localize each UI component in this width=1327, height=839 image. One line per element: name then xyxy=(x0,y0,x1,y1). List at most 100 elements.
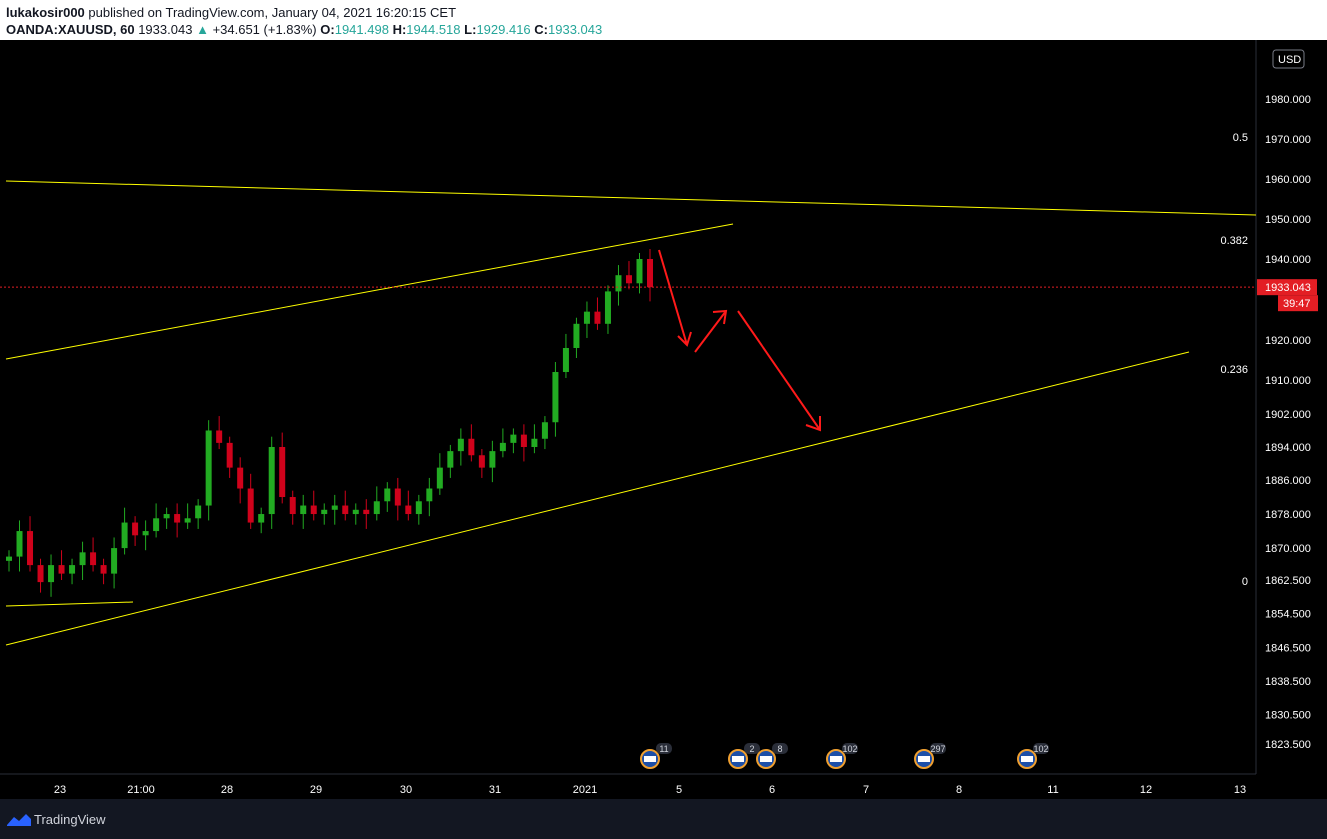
candle-body xyxy=(90,552,97,566)
x-tick-label: 30 xyxy=(400,784,412,796)
candle-body xyxy=(342,505,349,515)
candle-body xyxy=(258,514,265,523)
candle-body xyxy=(531,438,538,447)
y-tick-label: 1960.000 xyxy=(1265,174,1311,186)
x-tick-label: 29 xyxy=(310,784,322,796)
open-value: 1941.498 xyxy=(334,22,389,37)
candle-body xyxy=(58,565,65,574)
y-tick-label: 1870.000 xyxy=(1265,543,1311,555)
candle-body xyxy=(625,275,632,284)
candle-body xyxy=(373,501,380,515)
close-label: C: xyxy=(534,22,549,37)
author-name[interactable]: lukakosir000 xyxy=(6,5,85,20)
y-tick-label: 1920.000 xyxy=(1265,335,1311,347)
candle-body xyxy=(489,451,496,468)
y-tick-label: 1846.500 xyxy=(1265,642,1311,654)
candle-body xyxy=(510,434,517,443)
symbol-label: OANDA:XAUUSD, 60 xyxy=(6,22,135,37)
countdown-value: 39:47 xyxy=(1283,298,1311,310)
event-count-badge xyxy=(930,743,946,754)
candle-body xyxy=(573,323,580,348)
candle-body xyxy=(331,505,338,510)
event-count-badge xyxy=(842,743,858,754)
flag-stripe xyxy=(1021,756,1033,762)
currency-box xyxy=(1272,49,1305,69)
low-value: 1929.416 xyxy=(476,22,531,37)
candle-body xyxy=(69,565,76,574)
candle-body xyxy=(195,505,202,519)
x-tick-label: 6 xyxy=(769,784,775,796)
chart-area[interactable]: 1823.500 1830.500 1838.500 1846.500 1854.500… xyxy=(0,40,1327,799)
flag-stripe xyxy=(918,756,930,762)
event-count: 102 xyxy=(1033,744,1048,754)
high-label: H: xyxy=(392,22,407,37)
candle-body xyxy=(121,522,128,549)
candle-body xyxy=(405,505,412,515)
y-tick-label: 1940.000 xyxy=(1265,254,1311,266)
candle-body xyxy=(174,514,181,523)
y-tick-label: 1980.000 xyxy=(1265,94,1311,106)
arrow-head xyxy=(805,416,821,432)
x-tick-label: 23 xyxy=(54,784,66,796)
event-count-badge xyxy=(656,743,672,754)
candle-body xyxy=(27,531,34,566)
projection-arrow xyxy=(658,249,688,346)
candle-body xyxy=(478,455,485,468)
candle-body xyxy=(48,565,55,583)
candle-body xyxy=(268,447,275,515)
candle-body xyxy=(184,518,191,523)
candle-body xyxy=(6,556,12,561)
candle-body xyxy=(153,518,160,532)
fib-level-label: 0 xyxy=(1242,576,1248,588)
open-label: O: xyxy=(320,22,335,37)
candle-body xyxy=(321,509,328,515)
fib-level-label: 0.5 xyxy=(1233,132,1248,144)
candle-body xyxy=(541,422,548,439)
trendline xyxy=(5,601,134,607)
candle-body xyxy=(594,311,601,324)
arrow-head xyxy=(677,331,692,347)
candle-body xyxy=(457,438,464,452)
flag-stripe xyxy=(732,756,744,762)
candle-body xyxy=(520,434,527,447)
candle-body xyxy=(384,488,391,502)
x-tick-label: 8 xyxy=(956,784,962,796)
publish-text: published on TradingView.com, January 04… xyxy=(88,5,457,20)
x-tick-label: 11 xyxy=(1047,784,1058,796)
y-tick-label: 1854.500 xyxy=(1265,609,1311,621)
candle-body xyxy=(37,565,44,583)
flag-stripe xyxy=(644,756,656,762)
high-value: 1944.518 xyxy=(406,22,461,37)
event-count-badge xyxy=(1033,743,1049,754)
candle-body xyxy=(552,372,559,423)
low-label: L: xyxy=(464,22,477,37)
brand-label[interactable]: TradingView xyxy=(34,812,106,827)
footer-bar: TradingView xyxy=(0,799,1327,839)
y-tick-label: 1823.500 xyxy=(1265,739,1311,751)
x-tick-label: 13 xyxy=(1234,784,1246,796)
event-count-badge xyxy=(772,743,788,754)
candle-body xyxy=(436,467,443,489)
y-tick-label: 1902.000 xyxy=(1265,409,1311,421)
candle-body xyxy=(499,442,506,452)
y-tick-label: 1838.500 xyxy=(1265,676,1311,688)
candle-body xyxy=(415,501,422,515)
candle-body xyxy=(647,259,653,288)
x-tick-label: 21:00 xyxy=(127,784,155,796)
fib-level-label: 0.236 xyxy=(1220,364,1248,376)
flag-stripe xyxy=(760,756,772,762)
countdown-badge xyxy=(1278,295,1318,312)
candle-body xyxy=(562,348,569,372)
price-chart[interactable]: 1823.500 1830.500 1838.500 1846.500 1854.500… xyxy=(0,40,1327,799)
flag-stripe xyxy=(830,756,842,762)
candle-body xyxy=(447,451,454,468)
candle-body xyxy=(279,447,286,498)
ohlc-legend: OANDA:XAUUSD, 60 1933.043 ▲ +34.651 (+1.… xyxy=(6,22,602,37)
candle-body xyxy=(226,442,233,468)
fib-level-label: 0.382 xyxy=(1220,235,1248,247)
candle-body xyxy=(100,565,107,574)
candle-body xyxy=(247,488,254,523)
currency-label: USD xyxy=(1278,54,1301,66)
arrow-head xyxy=(712,309,728,325)
trendline xyxy=(5,351,1190,646)
